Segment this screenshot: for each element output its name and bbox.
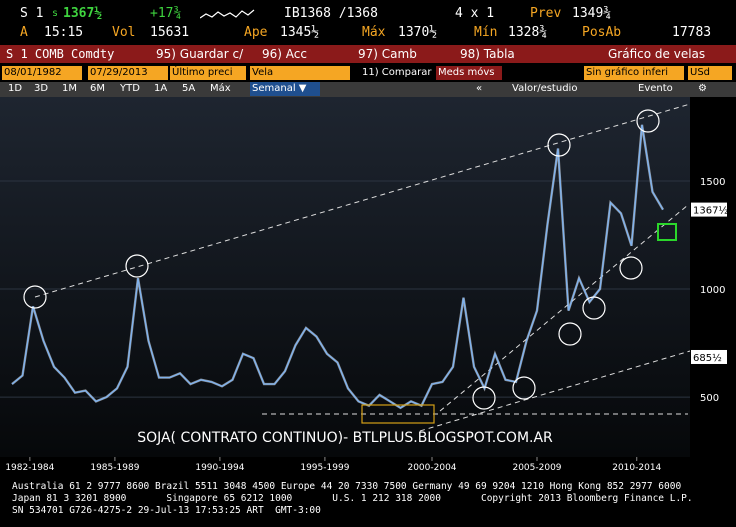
event[interactable]: Evento bbox=[638, 83, 673, 94]
ape: 1345½ bbox=[280, 25, 320, 40]
highlight-circle bbox=[558, 322, 582, 346]
highlight-circle bbox=[582, 296, 606, 320]
ticker: S 1 bbox=[20, 6, 44, 21]
a: A bbox=[20, 25, 28, 40]
period-button[interactable]: YTD bbox=[120, 83, 140, 94]
menu-item[interactable]: 97) Camb bbox=[358, 47, 417, 61]
period-bar bbox=[0, 82, 736, 97]
highlight-circle bbox=[125, 254, 149, 278]
prev-label: Prev bbox=[530, 6, 562, 21]
last-price-box bbox=[691, 202, 727, 217]
highlight-circle bbox=[512, 376, 536, 400]
change: +17¾ bbox=[150, 6, 182, 21]
chart: SOJA( CONTRATO CONTINUO)- BTLPLUS.BLOGSP… bbox=[0, 97, 728, 473]
plot-area bbox=[0, 97, 690, 457]
highlight-circle bbox=[23, 285, 47, 309]
x-tick-label: 2010-2014 bbox=[612, 463, 661, 473]
chart-kind[interactable]: Gráfico de velas bbox=[608, 47, 706, 61]
pos: 17783 bbox=[672, 25, 712, 40]
highlight-circle bbox=[619, 256, 643, 280]
period-button[interactable]: 1A bbox=[154, 83, 168, 94]
mark: s bbox=[52, 8, 59, 19]
moving-averages[interactable]: Meds móvs bbox=[436, 66, 502, 80]
highlight-circle bbox=[636, 109, 660, 133]
x-tick-label: 2005-2009 bbox=[512, 463, 561, 473]
y-tick-label: 1500 bbox=[700, 177, 725, 188]
price: 1367½ bbox=[63, 6, 103, 21]
y-tick-label: 500 bbox=[700, 393, 719, 404]
study[interactable]: Valor/estudio bbox=[512, 83, 578, 94]
min-label: Mín bbox=[474, 25, 498, 40]
annotation: SOJA( CONTRATO CONTINUO)- BTLPLUS.BLOGSP… bbox=[137, 430, 553, 446]
pos-label: PosAb bbox=[582, 25, 622, 40]
trend-value-box bbox=[691, 349, 727, 364]
price-line bbox=[11, 124, 664, 409]
vol: 15631 bbox=[150, 25, 190, 40]
x-tick-label: 1990-1994 bbox=[195, 463, 244, 473]
period-button[interactable]: 3D bbox=[34, 83, 49, 94]
vol-label: Vol bbox=[112, 25, 136, 40]
trend-line bbox=[34, 103, 691, 298]
period-button[interactable]: 1M bbox=[62, 83, 77, 94]
ape-label: Ape bbox=[244, 25, 268, 40]
field[interactable]: Último preci bbox=[170, 66, 246, 80]
compare[interactable]: 11) Comparar bbox=[362, 67, 432, 78]
highlight-circle bbox=[472, 386, 496, 410]
period-button[interactable]: 1D bbox=[8, 83, 23, 94]
x-tick-label: 1995-1999 bbox=[300, 463, 349, 473]
max: 1370½ bbox=[398, 25, 438, 40]
settings-gear[interactable]: ⚙ bbox=[698, 83, 707, 94]
trend-line bbox=[419, 350, 691, 432]
collapse[interactable]: « bbox=[476, 83, 483, 94]
ib: IB1368 /1368 bbox=[284, 6, 378, 21]
footer-line: Australia 61 2 9777 8600 Brazil 5511 304… bbox=[12, 481, 682, 492]
menu-item[interactable]: 95) Guardar c/ bbox=[156, 47, 244, 61]
highlight-circle bbox=[547, 133, 571, 157]
max-label: Máx bbox=[362, 25, 386, 40]
green-marker bbox=[657, 223, 677, 241]
footer-line: Japan 81 3 3201 8900 Singapore 65 6212 1… bbox=[12, 493, 693, 504]
highlight-box bbox=[361, 404, 435, 424]
style[interactable]: Vela bbox=[250, 66, 350, 80]
menu-item[interactable]: 96) Acc bbox=[262, 47, 307, 61]
end-date[interactable]: 07/29/2013 bbox=[88, 66, 168, 80]
last-price-label: 1367½ bbox=[693, 205, 728, 217]
x-tick-label: 1982-1984 bbox=[5, 463, 54, 473]
x-tick-label: 2000-2004 bbox=[407, 463, 456, 473]
menu-item[interactable]: 98) Tabla bbox=[460, 47, 515, 61]
sparkline bbox=[200, 9, 255, 19]
time: 15:15 bbox=[44, 25, 84, 40]
period-button[interactable]: 6M bbox=[90, 83, 105, 94]
period-button[interactable]: Máx bbox=[210, 83, 231, 94]
y-tick-label: 1000 bbox=[700, 285, 725, 296]
start-date[interactable]: 08/01/1982 bbox=[2, 66, 82, 80]
lower-chart[interactable]: Sin gráfico inferi bbox=[584, 66, 684, 80]
currency[interactable]: USd bbox=[688, 66, 732, 80]
min: 1328¾ bbox=[508, 25, 548, 40]
footer-line: SN 534701 G726-4275-2 29-Jul-13 17:53:25… bbox=[12, 505, 321, 516]
selected-period[interactable]: Semanal ▼ bbox=[250, 82, 320, 96]
prev: 1349¾ bbox=[572, 6, 612, 21]
x-tick-label: 1985-1989 bbox=[90, 463, 139, 473]
period-button[interactable]: 5A bbox=[182, 83, 196, 94]
security[interactable]: S 1 COMB Comdty bbox=[6, 47, 115, 61]
menu-bar bbox=[0, 45, 736, 63]
trend-value-label: 685½ bbox=[693, 352, 722, 364]
size: 4 x 1 bbox=[455, 6, 495, 21]
